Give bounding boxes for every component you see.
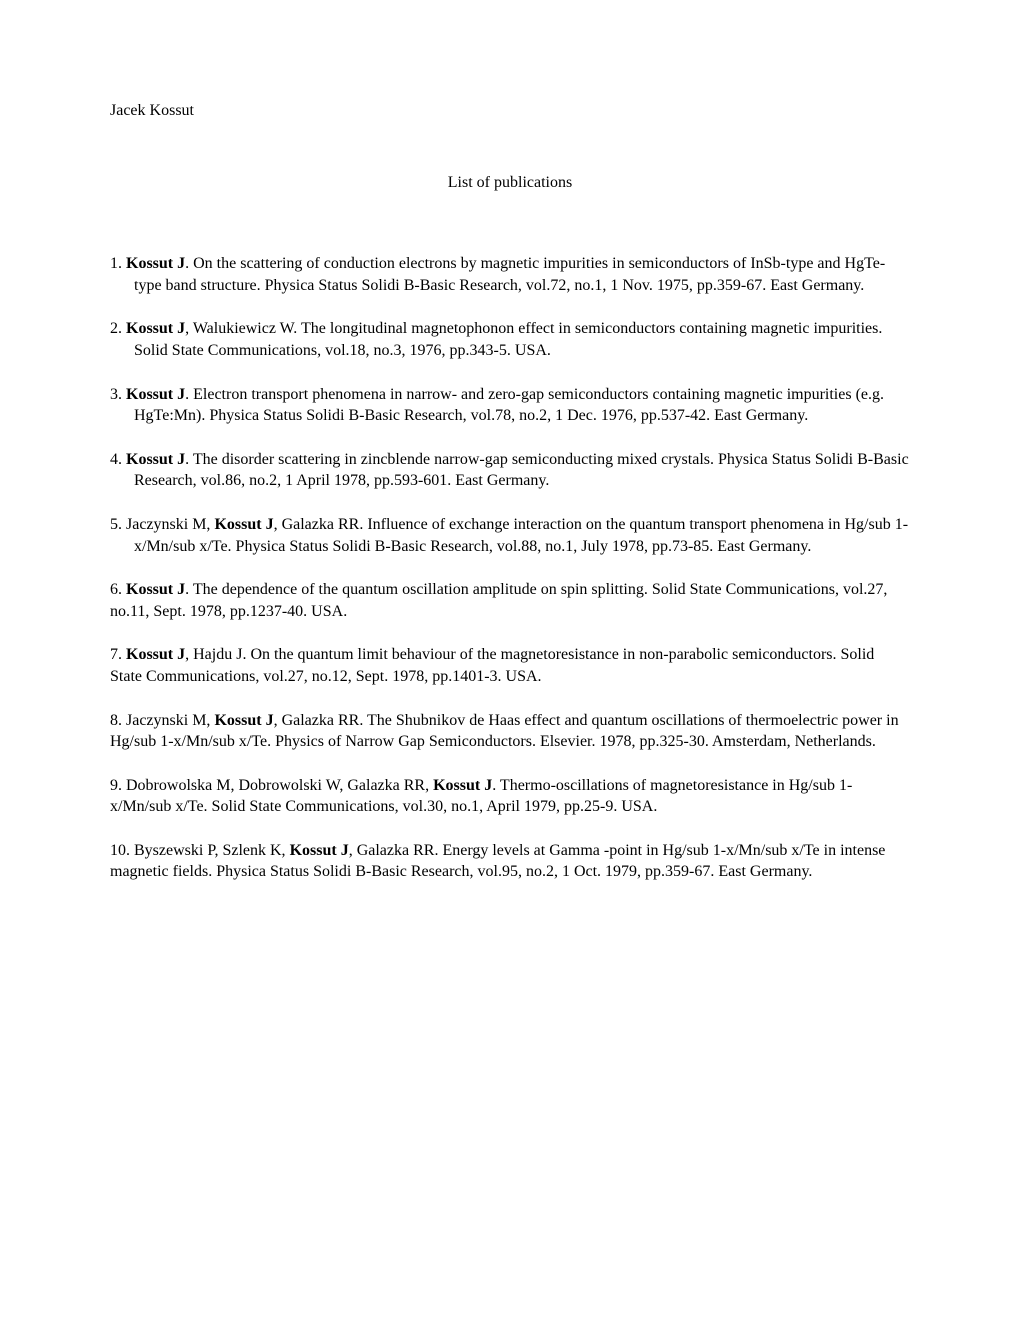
publication-item: 10. Byszewski P, Szlenk K, Kossut J, Gal…	[110, 840, 910, 883]
publication-text: . The disorder scattering in zincblende …	[134, 451, 909, 490]
publication-author-bold: Kossut J	[290, 842, 349, 859]
publication-item: 7. Kossut J, Hajdu J. On the quantum lim…	[110, 644, 910, 687]
publication-item: 3. Kossut J. Electron transport phenomen…	[110, 384, 910, 427]
publication-prefix: 3.	[110, 386, 126, 403]
publication-prefix: 9. Dobrowolska M, Dobrowolski W, Galazka…	[110, 777, 433, 794]
publication-text: . Electron transport phenomena in narrow…	[134, 386, 884, 425]
publication-prefix: 2.	[110, 320, 126, 337]
publication-author-bold: Kossut J	[126, 581, 185, 598]
publication-author-bold: Kossut J	[214, 516, 273, 533]
author-name: Jacek Kossut	[110, 100, 910, 122]
publication-prefix: 10. Byszewski P, Szlenk K,	[110, 842, 290, 859]
publication-author-bold: Kossut J	[126, 320, 185, 337]
publication-item: 8. Jaczynski M, Kossut J, Galazka RR. Th…	[110, 710, 910, 753]
publication-author-bold: Kossut J	[433, 777, 492, 794]
publication-text: , Hajdu J. On the quantum limit behaviou…	[110, 646, 874, 685]
publication-item: 1. Kossut J. On the scattering of conduc…	[110, 253, 910, 296]
publication-item: 6. Kossut J. The dependence of the quant…	[110, 579, 910, 622]
publication-author-bold: Kossut J	[214, 712, 273, 729]
publication-prefix: 8. Jaczynski M,	[110, 712, 214, 729]
publication-prefix: 5. Jaczynski M,	[110, 516, 214, 533]
publication-item: 5. Jaczynski M, Kossut J, Galazka RR. In…	[110, 514, 910, 557]
publication-author-bold: Kossut J	[126, 386, 185, 403]
publication-author-bold: Kossut J	[126, 646, 185, 663]
publication-item: 4. Kossut J. The disorder scattering in …	[110, 449, 910, 492]
publication-item: 2. Kossut J, Walukiewicz W. The longitud…	[110, 318, 910, 361]
publication-prefix: 7.	[110, 646, 126, 663]
publication-text: . On the scattering of conduction electr…	[134, 255, 885, 294]
publication-author-bold: Kossut J	[126, 255, 185, 272]
publication-prefix: 4.	[110, 451, 126, 468]
publication-item: 9. Dobrowolska M, Dobrowolski W, Galazka…	[110, 775, 910, 818]
publication-prefix: 6.	[110, 581, 126, 598]
page-title: List of publications	[110, 172, 910, 194]
publication-prefix: 1.	[110, 255, 126, 272]
publication-author-bold: Kossut J	[126, 451, 185, 468]
publication-text: , Walukiewicz W. The longitudinal magnet…	[134, 320, 882, 359]
publications-list: 1. Kossut J. On the scattering of conduc…	[110, 253, 910, 883]
publication-text: . The dependence of the quantum oscillat…	[110, 581, 887, 620]
